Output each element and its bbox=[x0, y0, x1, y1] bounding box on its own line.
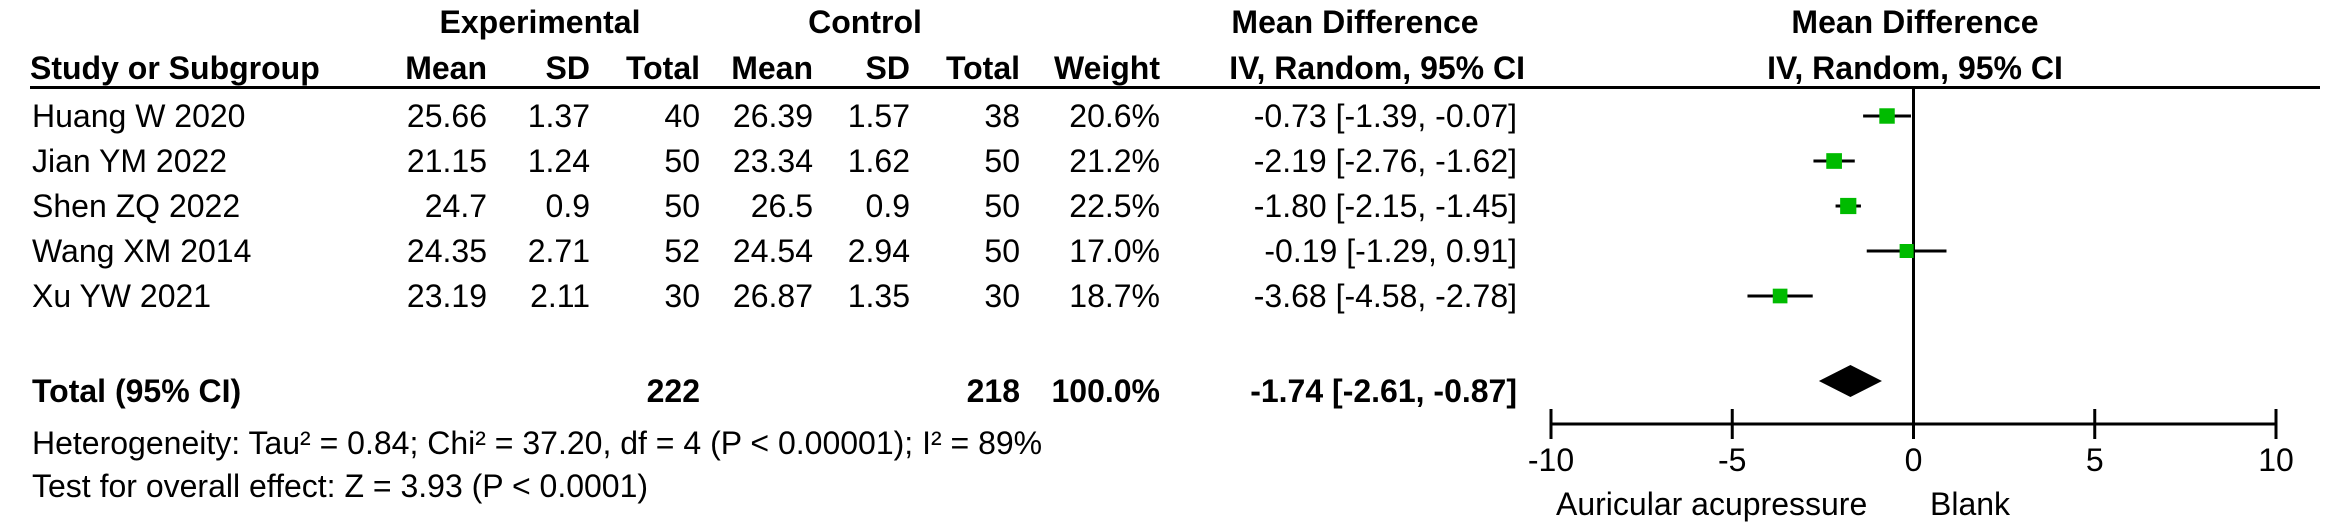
weight: 22.5% bbox=[1069, 188, 1160, 224]
control-header: Control bbox=[808, 4, 922, 40]
study-point bbox=[1772, 288, 1788, 304]
mean-difference-header-left: Mean Difference bbox=[1231, 4, 1479, 40]
study-name: Shen ZQ 2022 bbox=[32, 188, 241, 224]
ctl-total: 30 bbox=[984, 278, 1020, 314]
study-name: Wang XM 2014 bbox=[32, 233, 252, 269]
exp-mean: 23.19 bbox=[406, 278, 487, 314]
exp-total: 40 bbox=[664, 98, 700, 134]
pooled-diamond bbox=[1818, 365, 1882, 397]
exp-sd-header: SD bbox=[545, 50, 590, 86]
exp-sd: 1.37 bbox=[527, 98, 590, 134]
ctl-mean: 26.87 bbox=[732, 278, 813, 314]
weight: 18.7% bbox=[1069, 278, 1160, 314]
study-name: Xu YW 2021 bbox=[32, 278, 212, 314]
x-tick-label: 10 bbox=[2258, 442, 2294, 478]
exp-total: 52 bbox=[664, 233, 700, 269]
ctl-total: 50 bbox=[984, 233, 1020, 269]
weight: 21.2% bbox=[1069, 143, 1160, 179]
ctl-mean: 26.5 bbox=[750, 188, 813, 224]
total-label: Total (95% CI) bbox=[32, 373, 242, 409]
ctl-sd: 0.9 bbox=[865, 188, 910, 224]
exp-mean: 24.7 bbox=[424, 188, 487, 224]
total-ci-text: -1.74 [-2.61, -0.87] bbox=[1250, 373, 1517, 409]
x-tick-label: 5 bbox=[2086, 442, 2104, 478]
exp-total: 50 bbox=[664, 143, 700, 179]
exp-mean: 25.66 bbox=[406, 98, 487, 134]
x-tick-label: -10 bbox=[1528, 442, 1574, 478]
weight: 17.0% bbox=[1069, 233, 1160, 269]
ci-text: -3.68 [-4.58, -2.78] bbox=[1253, 278, 1517, 314]
overall-effect-text: Test for overall effect: Z = 3.93 (P < 0… bbox=[32, 468, 649, 504]
ctl-sd: 1.62 bbox=[847, 143, 910, 179]
exp-sd: 1.24 bbox=[527, 143, 590, 179]
ci-text: -2.19 [-2.76, -1.62] bbox=[1253, 143, 1517, 179]
x-tick-label: 0 bbox=[1905, 442, 1923, 478]
exp-total: 50 bbox=[664, 188, 700, 224]
ci-text: -0.19 [-1.29, 0.91] bbox=[1264, 233, 1517, 269]
ctl-sd: 1.35 bbox=[847, 278, 910, 314]
ci-text: -0.73 [-1.39, -0.07] bbox=[1253, 98, 1517, 134]
favours-left-label: Auricular acupressure bbox=[1556, 486, 1867, 522]
exp-sd: 0.9 bbox=[545, 188, 590, 224]
total-exp-total: 222 bbox=[646, 373, 700, 409]
ci-text: -1.80 [-2.15, -1.45] bbox=[1253, 188, 1517, 224]
ci-header-right: IV, Random, 95% CI bbox=[1767, 50, 2063, 86]
study-point bbox=[1899, 244, 1914, 258]
study-name: Huang W 2020 bbox=[32, 98, 246, 134]
header-rule bbox=[30, 86, 2320, 89]
ci-header-left: IV, Random, 95% CI bbox=[1229, 50, 1525, 86]
ctl-mean: 26.39 bbox=[732, 98, 813, 134]
ctl-total: 50 bbox=[984, 143, 1020, 179]
total-weight: 100.0% bbox=[1051, 373, 1160, 409]
ctl-sd: 1.57 bbox=[847, 98, 910, 134]
ctl-mean: 23.34 bbox=[732, 143, 813, 179]
ctl-total: 50 bbox=[984, 188, 1020, 224]
heterogeneity-text: Heterogeneity: Tau² = 0.84; Chi² = 37.20… bbox=[32, 425, 1043, 461]
weight-header: Weight bbox=[1053, 50, 1160, 86]
study-column-header: Study or Subgroup bbox=[30, 50, 320, 86]
favours-right-label: Blank bbox=[1930, 486, 2011, 522]
study-point bbox=[1840, 197, 1857, 215]
ctl-sd: 2.94 bbox=[847, 233, 910, 269]
ctl-sd-header: SD bbox=[865, 50, 910, 86]
exp-mean-header: Mean bbox=[405, 50, 487, 86]
exp-sd: 2.71 bbox=[527, 233, 590, 269]
study-name: Jian YM 2022 bbox=[32, 143, 228, 179]
experimental-header: Experimental bbox=[439, 4, 641, 40]
x-tick-label: -5 bbox=[1718, 442, 1746, 478]
exp-mean: 21.15 bbox=[406, 143, 487, 179]
exp-total-header: Total bbox=[625, 50, 700, 86]
ctl-total: 38 bbox=[984, 98, 1020, 134]
exp-total: 30 bbox=[664, 278, 700, 314]
weight: 20.6% bbox=[1069, 98, 1160, 134]
study-point bbox=[1826, 153, 1842, 169]
mean-difference-header-right: Mean Difference bbox=[1791, 4, 2039, 40]
ctl-mean: 24.54 bbox=[732, 233, 813, 269]
ctl-total-header: Total bbox=[945, 50, 1020, 86]
ctl-mean-header: Mean bbox=[731, 50, 813, 86]
study-point bbox=[1879, 108, 1895, 124]
exp-mean: 24.35 bbox=[406, 233, 487, 269]
exp-sd: 2.11 bbox=[530, 278, 590, 314]
total-ctl-total: 218 bbox=[966, 373, 1020, 409]
